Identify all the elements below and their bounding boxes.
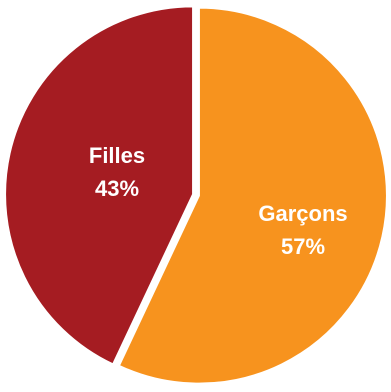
- slice-label-garcons: Garçons: [258, 201, 347, 226]
- slice-value-garcons: 57%: [281, 234, 325, 259]
- pie-slice-garons: [117, 6, 388, 385]
- slice-label-filles: Filles: [89, 143, 145, 168]
- pie-slice-filles: [4, 5, 195, 366]
- pie-labels: Filles 43% Garçons 57%: [89, 143, 348, 259]
- slice-value-filles: 43%: [95, 176, 139, 201]
- pie-slices: [4, 5, 388, 385]
